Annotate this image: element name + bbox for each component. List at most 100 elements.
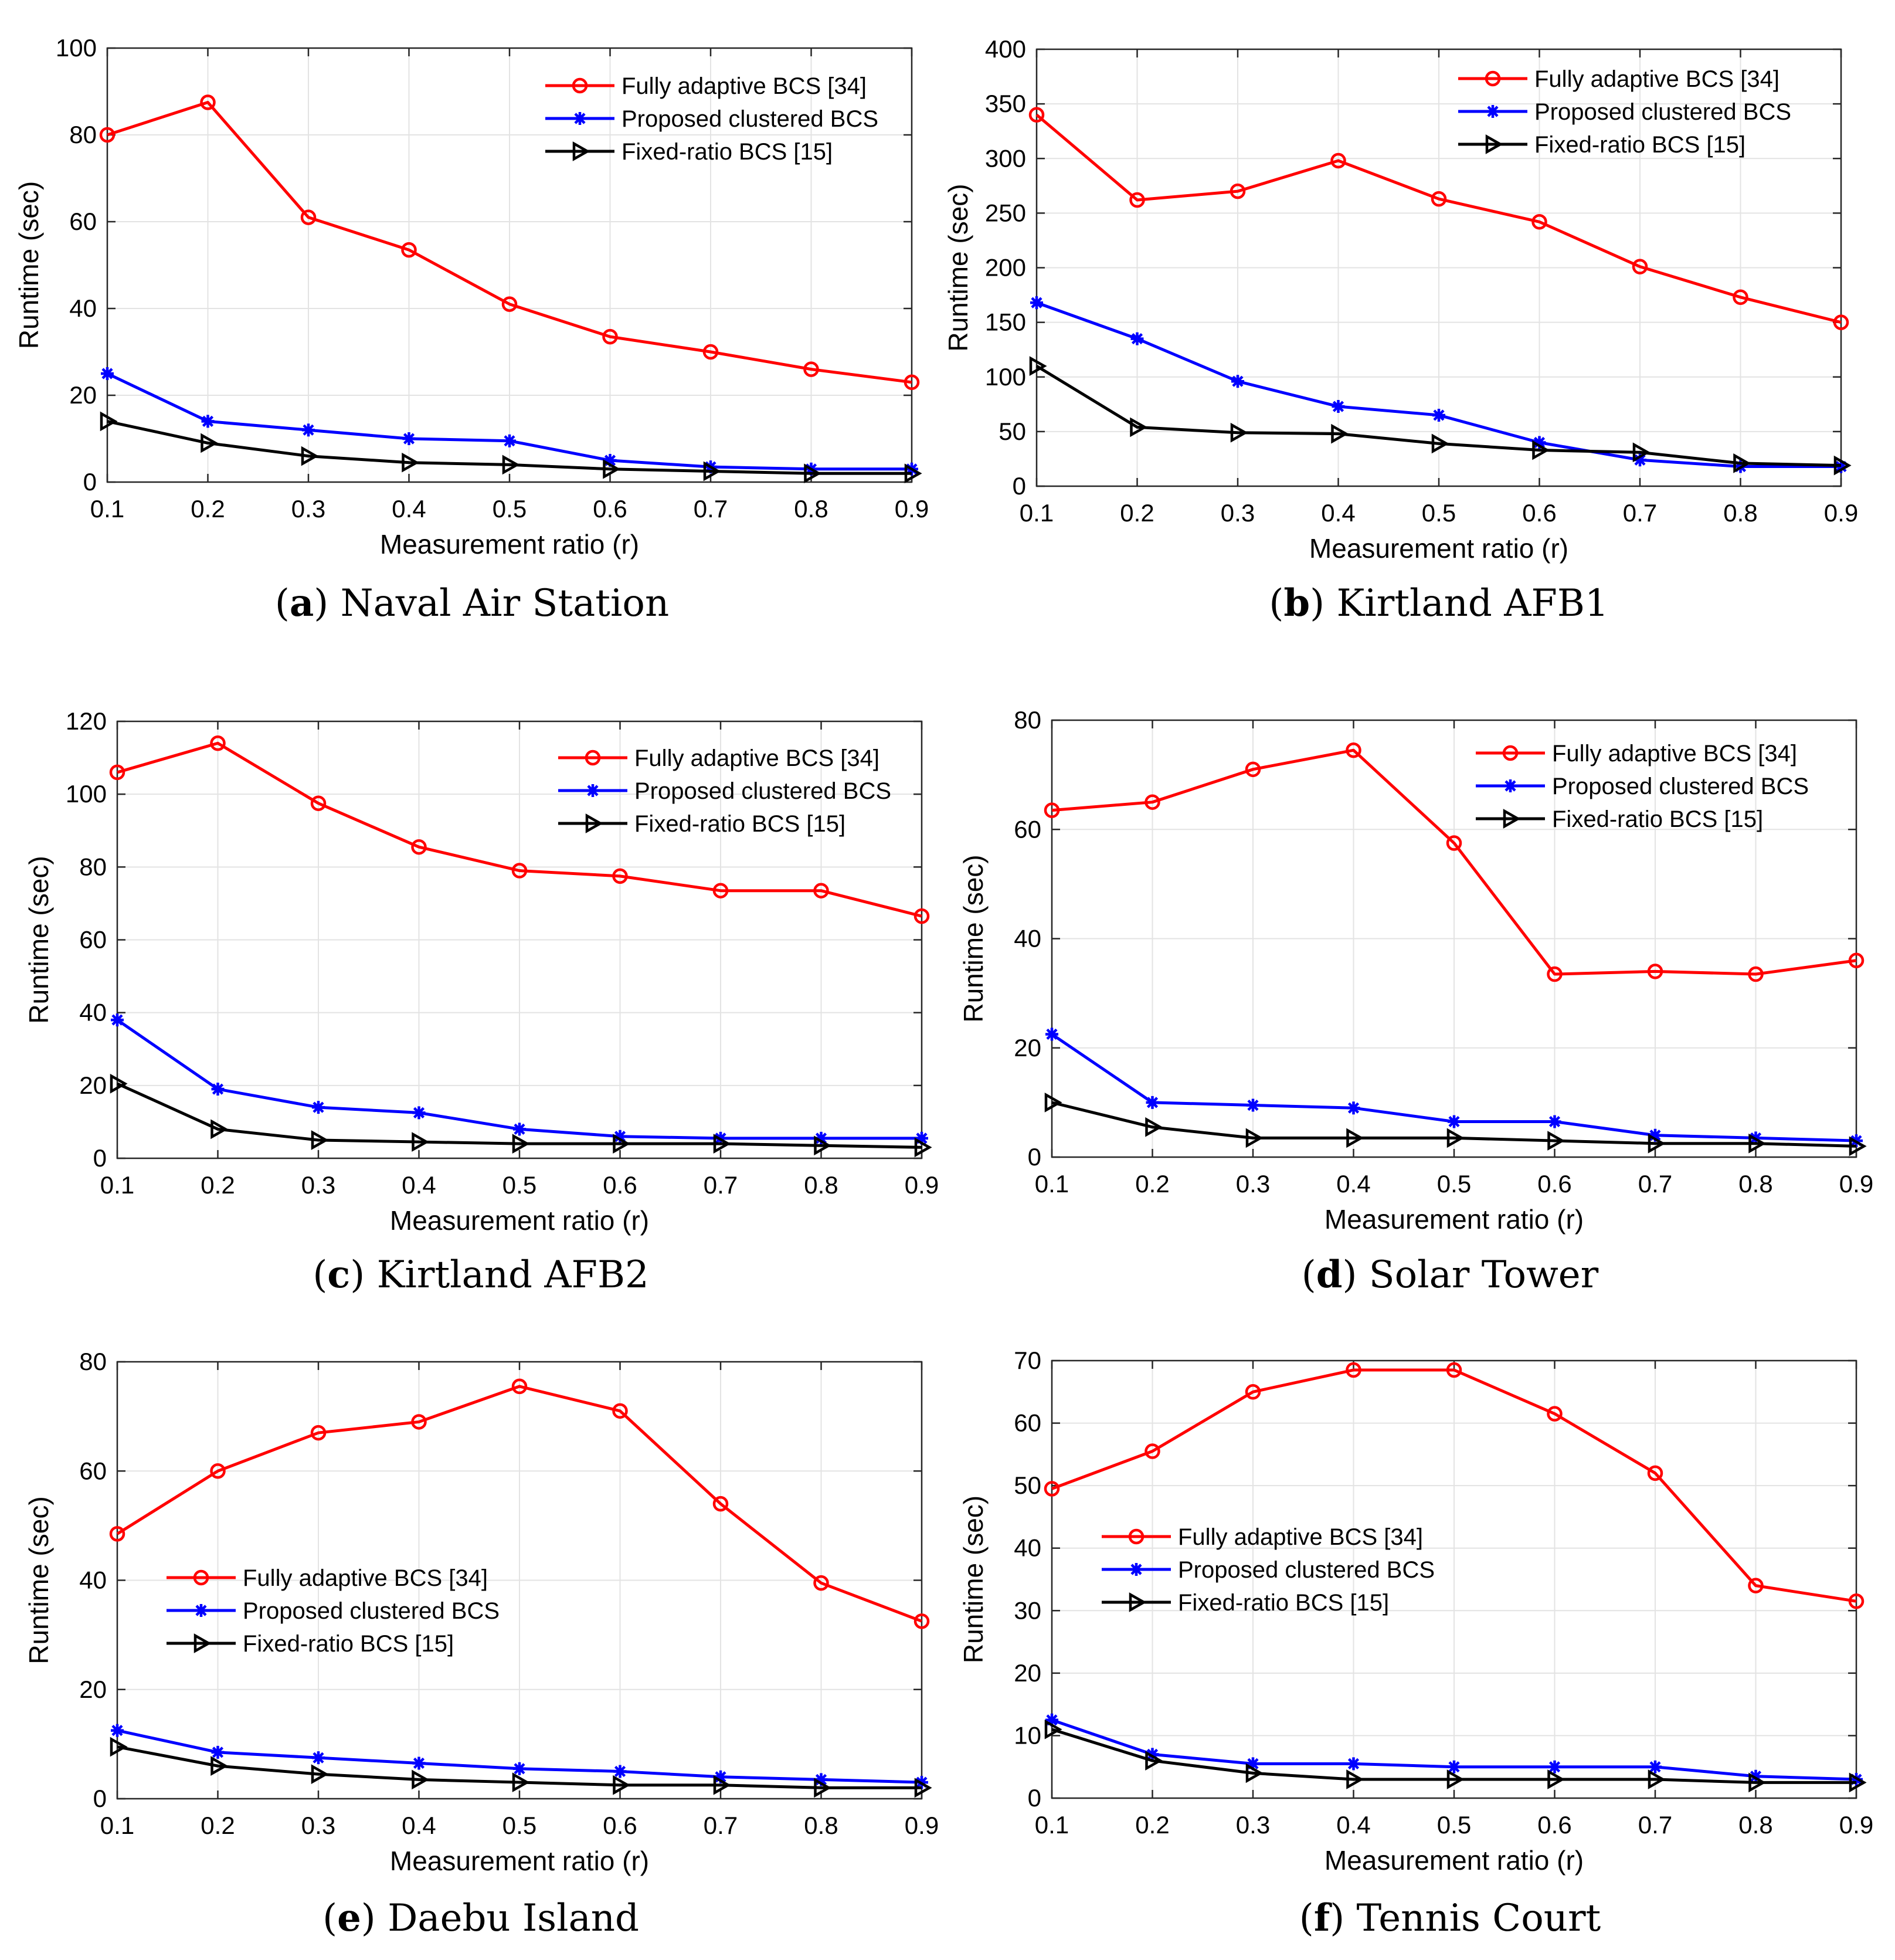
data-point <box>1130 417 1148 438</box>
x-tick-label: 0.9 <box>905 1812 939 1839</box>
x-tick-label: 0.9 <box>1839 1811 1873 1839</box>
legend-swatch-marker <box>573 112 586 125</box>
y-tick-label: 20 <box>69 381 97 409</box>
legend-label: Fully adaptive BCS [34] <box>622 73 867 99</box>
data-point <box>1648 1769 1666 1789</box>
data-point <box>804 463 822 484</box>
data-point <box>914 1778 932 1798</box>
x-tick-label: 0.3 <box>301 1171 335 1199</box>
caption-paren-close: ) <box>1342 1253 1368 1297</box>
y-tick-label: 0 <box>93 1144 107 1172</box>
data-point <box>1245 1128 1264 1148</box>
series-line <box>1051 748 1857 976</box>
series-fully-adaptive <box>99 94 920 391</box>
x-axis-label: Measurement ratio (r) <box>390 1205 649 1236</box>
data-point <box>201 433 219 453</box>
data-point <box>713 1775 731 1795</box>
data-point <box>210 1756 229 1776</box>
x-tick-label: 0.7 <box>694 495 728 523</box>
data-point <box>714 1770 727 1783</box>
data-point <box>210 1463 226 1479</box>
x-tick-label: 0.1 <box>1020 499 1054 527</box>
data-point <box>913 1613 930 1629</box>
data-point <box>512 1134 530 1154</box>
data-point <box>1145 1751 1163 1771</box>
data-point <box>110 1737 128 1757</box>
y-tick-label: 0 <box>83 468 97 496</box>
legend-swatch-marker <box>1485 134 1503 154</box>
x-tick-label: 0.6 <box>603 1812 637 1839</box>
y-tick-label: 60 <box>79 926 107 954</box>
legend-swatch-marker <box>572 77 588 94</box>
x-tick-label: 0.7 <box>1623 499 1657 527</box>
y-tick-label: 100 <box>985 363 1026 391</box>
chart-panel-c: 0.1 0.2 0.3 0.4 0.5 0.6 0.7 0.8 0.9 0 20 40 60 80 100 1… <box>23 707 939 1297</box>
series-fully-adaptive <box>1028 107 1849 330</box>
data-point <box>1547 966 1563 982</box>
y-axis-label: Runtime (sec) <box>23 1496 54 1664</box>
caption-paren-open: ( <box>1302 1253 1316 1297</box>
data-point <box>613 1765 627 1778</box>
data-point <box>1446 1769 1465 1789</box>
x-tick-label: 0.5 <box>1437 1811 1471 1839</box>
chart-panel-f: 0.1 0.2 0.3 0.4 0.5 0.6 0.7 0.8 0.9 0 10 20 30 40 50 60… <box>958 1347 1873 1940</box>
legend-swatch-marker <box>572 141 590 161</box>
x-tick-label: 0.1 <box>90 495 124 523</box>
data-point <box>913 908 930 924</box>
data-point <box>412 1756 426 1770</box>
y-tick-label: 70 <box>1014 1347 1041 1374</box>
data-point <box>310 795 327 811</box>
y-tick-label: 60 <box>79 1457 107 1484</box>
caption-title: Solar Tower <box>1369 1253 1599 1297</box>
caption-label: c <box>327 1253 350 1297</box>
x-tick-label: 0.1 <box>100 1171 134 1199</box>
data-point <box>210 1119 229 1140</box>
series-line <box>1051 1101 1857 1148</box>
y-tick-label: 0 <box>93 1785 107 1812</box>
data-point <box>312 1101 325 1114</box>
data-point <box>1531 214 1547 230</box>
x-tick-label: 0.3 <box>301 1812 335 1839</box>
data-point <box>211 1745 225 1759</box>
x-tick-label: 0.2 <box>201 1812 235 1839</box>
caption-label: e <box>337 1896 361 1940</box>
data-point <box>1330 152 1346 169</box>
caption-title: Kirtland AFB2 <box>377 1253 649 1297</box>
x-tick-label: 0.6 <box>1537 1811 1571 1839</box>
legend-label: Fully adaptive BCS [34] <box>243 1565 488 1591</box>
panel-caption: (e) Daebu Island <box>322 1896 639 1940</box>
data-point <box>1230 422 1248 443</box>
data-point <box>814 1773 828 1786</box>
x-tick-label: 0.9 <box>905 1171 939 1199</box>
series-line <box>1035 364 1842 467</box>
data-point <box>1346 742 1361 758</box>
series-fully-adaptive <box>109 1378 930 1629</box>
data-point <box>613 1130 627 1143</box>
legend-label: Fixed-ratio BCS [15] <box>1534 132 1745 158</box>
data-point <box>1146 1748 1159 1761</box>
caption-title: Tennis Court <box>1357 1897 1601 1940</box>
data-point <box>402 432 416 445</box>
chart-panel-e: 0.1 0.2 0.3 0.4 0.5 0.6 0.7 0.8 0.9 0 20 40 60 80 Meas… <box>23 1348 939 1940</box>
legend-label: Proposed clustered BCS <box>622 106 878 132</box>
data-point <box>200 94 216 110</box>
panel-caption: (c) Kirtland AFB2 <box>313 1253 648 1297</box>
series-line <box>107 101 912 384</box>
series-line <box>1051 1728 1856 1784</box>
chart-panel-b: 0.1 0.2 0.3 0.4 0.5 0.6 0.7 0.8 0.9 0 50 100 150 200 2… <box>943 35 1858 625</box>
y-tick-label: 60 <box>1014 1409 1041 1437</box>
data-point <box>412 1132 430 1152</box>
y-tick-label: 80 <box>69 121 97 148</box>
data-point <box>1347 1757 1360 1771</box>
x-tick-label: 0.7 <box>1638 1811 1672 1839</box>
data-point <box>1446 835 1462 851</box>
data-point <box>1833 314 1849 330</box>
data-point <box>813 1575 829 1591</box>
data-point <box>1547 1406 1563 1422</box>
data-point <box>1849 1772 1867 1793</box>
x-axis-label: Measurement ratio (r) <box>1325 1845 1584 1876</box>
data-point <box>1733 453 1751 473</box>
series-line <box>107 419 912 475</box>
data-point <box>1346 1362 1361 1378</box>
x-tick-label: 0.2 <box>201 1171 235 1199</box>
